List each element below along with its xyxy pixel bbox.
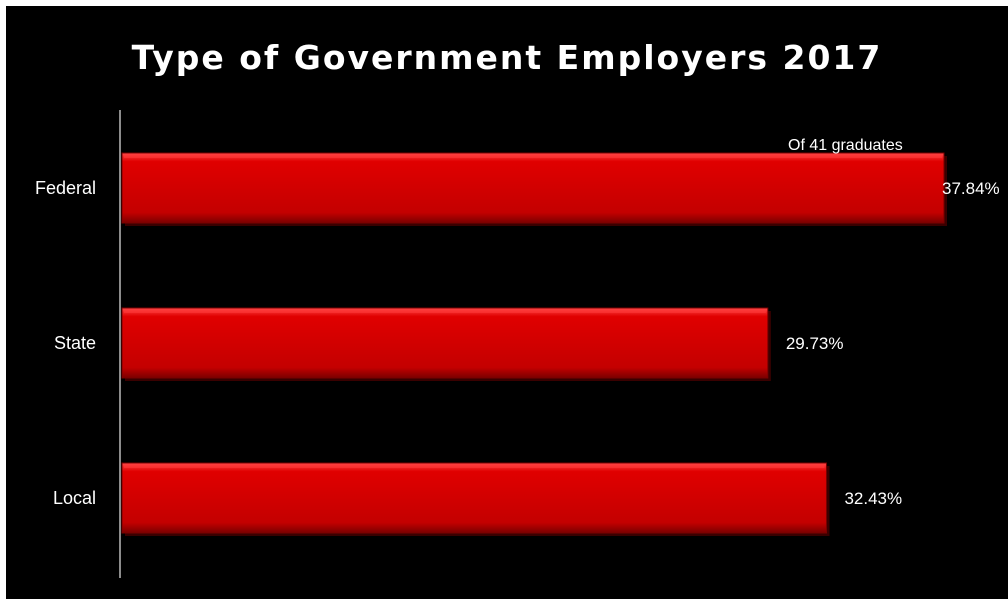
bar-chart: Federal 37.84% State 29.73% Local 32.43% Of 4… [35, 110, 1000, 578]
bar-highlight-local [124, 464, 825, 468]
chart-title: Type of Government Employers 2017 [131, 38, 883, 77]
chart-annotation: Of 41 graduates [788, 137, 903, 154]
bar-group-federal: Federal 37.84% [35, 152, 1000, 226]
bars-layer: Federal 37.84% State 29.73% Local 32.43% [35, 152, 1000, 536]
bar-highlight-federal [124, 154, 942, 158]
bar-state [121, 307, 769, 379]
bar-group-local: Local 32.43% [53, 462, 902, 536]
category-label-state: State [54, 333, 96, 353]
value-label-state: 29.73% [786, 334, 844, 353]
category-label-federal: Federal [35, 178, 96, 198]
bar-local [121, 462, 827, 534]
value-label-federal: 37.84% [942, 179, 1000, 198]
bar-highlight-state [124, 309, 766, 313]
chart-panel: Type of Government Employers 2017 Federa… [6, 6, 1008, 599]
value-label-local: 32.43% [844, 489, 902, 508]
bar-group-state: State 29.73% [54, 307, 844, 381]
category-label-local: Local [53, 488, 96, 508]
bar-federal [121, 152, 945, 224]
